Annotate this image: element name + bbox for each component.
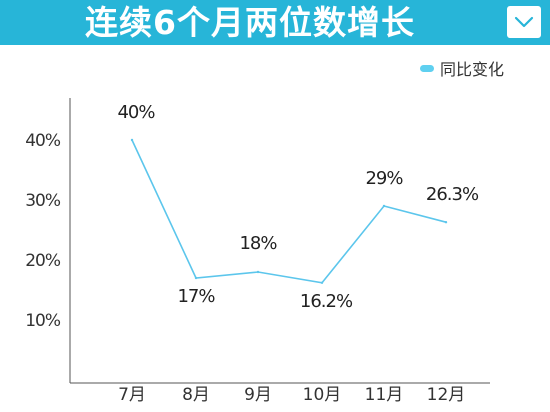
y-tick-label: 10% <box>25 311 61 331</box>
legend-label: 同比变化 <box>440 60 505 79</box>
y-tick-label: 20% <box>25 251 61 271</box>
title-bar: 连续6个月两位数增长 <box>0 0 550 45</box>
legend-swatch <box>420 64 434 72</box>
x-tick-label: 11月 <box>365 385 404 405</box>
x-tick-label: 9月 <box>244 385 272 405</box>
data-point <box>130 138 134 142</box>
data-point <box>320 281 324 284</box>
x-tick-label: 10月 <box>303 385 342 405</box>
data-label: 26.3% <box>426 184 479 205</box>
y-tick-label: 30% <box>25 191 61 211</box>
data-point <box>256 270 260 274</box>
data-label: 17% <box>177 286 215 307</box>
chart-title: 连续6个月两位数增长 <box>85 3 415 42</box>
data-label: 18% <box>239 233 277 254</box>
data-label: 29% <box>365 168 403 189</box>
legend: 同比变化 <box>420 58 505 79</box>
data-label: 40% <box>117 102 155 123</box>
x-tick-label: 12月 <box>427 385 466 405</box>
y-tick-label: 40% <box>25 131 61 151</box>
series-line <box>131 139 447 284</box>
data-label: 16.2% <box>300 291 353 312</box>
dropdown-button[interactable] <box>507 6 541 38</box>
chevron-down-icon <box>514 16 534 28</box>
x-tick-label: 7月 <box>118 385 146 405</box>
data-point <box>444 221 448 224</box>
x-tick-label: 8月 <box>182 385 210 405</box>
data-point <box>194 276 198 280</box>
data-point <box>382 204 386 208</box>
